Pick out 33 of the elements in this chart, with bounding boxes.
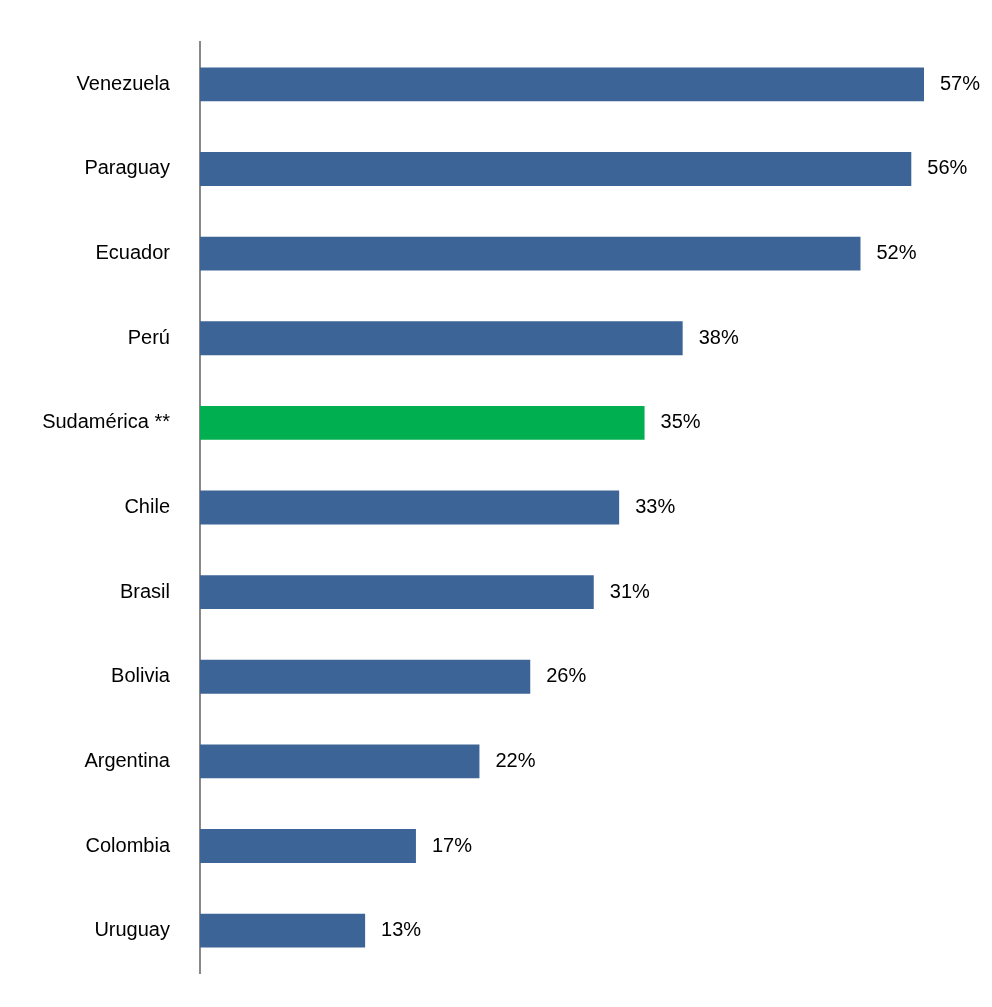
- y-tick-label: Argentina: [84, 748, 171, 771]
- data-label: 13%: [381, 918, 422, 941]
- bar: [200, 321, 683, 356]
- y-tick-label: Colombia: [85, 833, 171, 856]
- data-label: 26%: [546, 664, 587, 687]
- bar: [200, 913, 366, 948]
- bar: [200, 236, 861, 271]
- data-label: 38%: [698, 325, 739, 348]
- data-label: 52%: [876, 241, 917, 264]
- bar: [200, 405, 645, 440]
- data-label: 56%: [927, 156, 968, 179]
- data-label: 33%: [635, 495, 676, 518]
- data-label: 57%: [940, 71, 981, 94]
- y-tick-label: Brasil: [119, 579, 170, 602]
- y-tick-label: Uruguay: [94, 918, 170, 941]
- y-tick-label: Chile: [124, 495, 170, 518]
- y-tick-label: Bolivia: [111, 664, 171, 687]
- y-tick-label: Sudamérica **: [42, 410, 171, 433]
- bar: [200, 490, 620, 525]
- bar: [200, 829, 416, 863]
- y-tick-label: Ecuador: [95, 241, 171, 264]
- y-tick-label: Venezuela: [76, 71, 171, 94]
- y-tick-label: Paraguay: [84, 156, 170, 179]
- bar: [200, 744, 480, 779]
- bar: [200, 659, 531, 694]
- data-label: 35%: [660, 410, 701, 433]
- y-tick-label: Perú: [127, 325, 170, 348]
- bar: [200, 152, 912, 186]
- bar: [200, 67, 924, 102]
- bar: [200, 575, 594, 610]
- data-label: 17%: [431, 833, 473, 856]
- data-label: 31%: [609, 579, 650, 602]
- data-label: 22%: [495, 748, 536, 771]
